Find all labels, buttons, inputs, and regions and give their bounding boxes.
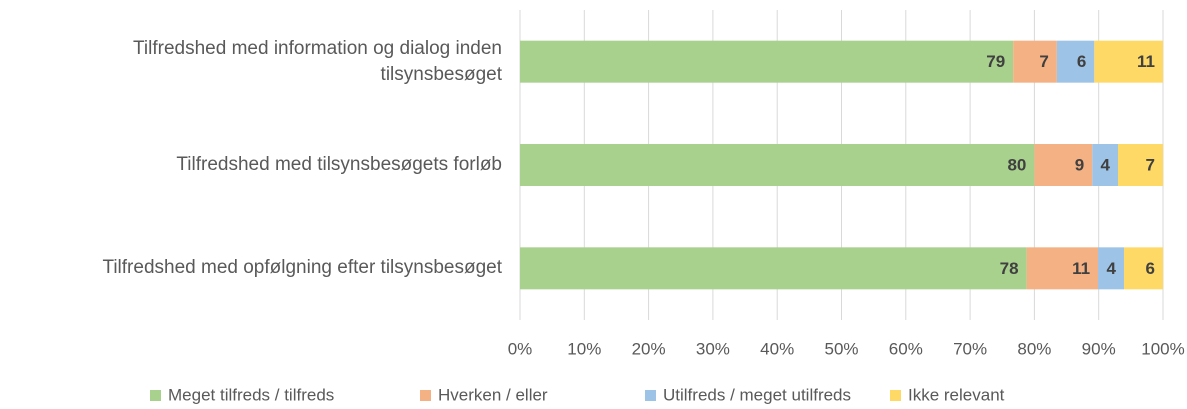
category-label: Tilfredshed med information og dialog in… [133, 37, 502, 85]
x-tick-label: 60% [889, 339, 923, 358]
bar-segment [1117, 144, 1163, 186]
legend-label: Meget tilfreds / tilfreds [168, 385, 334, 404]
bar-segment [1026, 247, 1099, 290]
legend-swatch [645, 390, 656, 401]
data-label: 11 [1137, 52, 1155, 71]
x-tick-label: 0% [508, 339, 533, 358]
x-tick-label: 40% [760, 339, 794, 358]
bar-segment [1013, 40, 1057, 83]
data-label: 78 [1000, 259, 1019, 278]
x-tick-label: 80% [1017, 339, 1051, 358]
bar-segment [1094, 40, 1163, 83]
data-label: 11 [1072, 259, 1090, 278]
data-label: 7 [1039, 52, 1048, 71]
legend-swatch [890, 390, 901, 401]
x-tick-label: 20% [632, 339, 666, 358]
data-label: 4 [1107, 259, 1117, 278]
data-label: 9 [1075, 155, 1084, 174]
category-label: Tilfredshed med tilsynsbesøgets forløb [176, 154, 502, 175]
legend-swatch [420, 390, 431, 401]
data-label: 7 [1146, 155, 1155, 174]
bar-segment [1092, 144, 1118, 186]
data-label: 80 [1007, 155, 1026, 174]
bar-segment [1056, 40, 1095, 83]
legend-label: Utilfreds / meget utilfreds [663, 385, 851, 404]
legend-swatch [150, 390, 161, 401]
x-tick-label: 90% [1082, 339, 1116, 358]
x-tick-label: 100% [1141, 339, 1184, 358]
data-label: 6 [1077, 52, 1086, 71]
x-tick-label: 10% [567, 339, 601, 358]
bar-segment [1124, 247, 1163, 290]
data-label: 6 [1146, 259, 1155, 278]
legend-label: Hverken / eller [438, 385, 548, 404]
bar-segment [520, 40, 1014, 83]
x-tick-label: 30% [696, 339, 730, 358]
bar-segment [1034, 144, 1093, 186]
bar-segment [520, 247, 1027, 290]
data-label: 4 [1101, 155, 1111, 174]
bar-segment [1098, 247, 1125, 290]
x-tick-label: 70% [953, 339, 987, 358]
legend-label: Ikke relevant [908, 385, 1005, 404]
category-label: Tilfredshed med opfølgning efter tilsyns… [102, 257, 502, 279]
x-tick-label: 50% [824, 339, 858, 358]
data-label: 79 [986, 52, 1005, 71]
bar-segment [520, 144, 1035, 186]
